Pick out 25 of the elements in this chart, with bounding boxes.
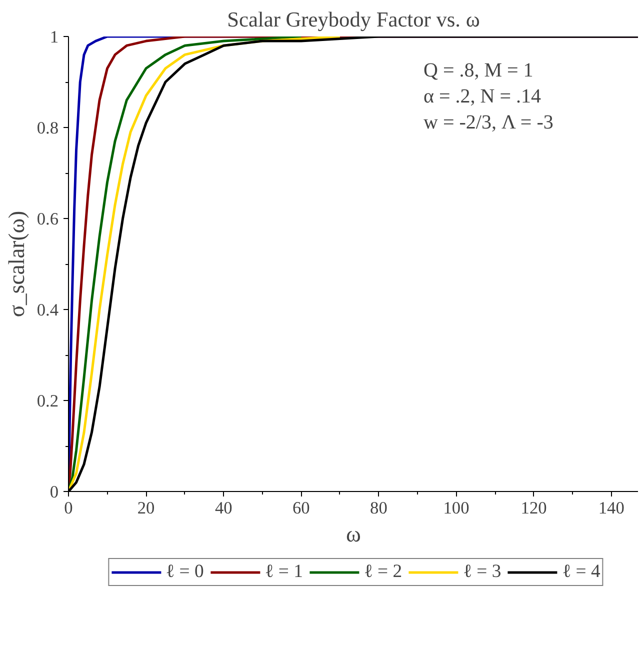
y-tick-label: 1 (50, 28, 59, 46)
annotation: w = -2/3, Λ = -3 (424, 112, 554, 134)
y-tick-label: 0 (50, 482, 59, 502)
legend-label: ℓ = 3 (463, 560, 502, 582)
y-tick-label: 0.6 (36, 210, 59, 228)
annotation: Q = .8, M = 1 (424, 60, 534, 82)
legend-label: ℓ = 1 (264, 560, 303, 582)
y-axis-title: σ_scalar(ω) (4, 210, 29, 318)
chart-title: Scalar Greybody Factor vs. ω (227, 8, 480, 32)
x-tick-label: 20 (137, 498, 155, 518)
legend-label: ℓ = 2 (364, 560, 402, 582)
y-tick-label: 0.4 (36, 300, 59, 320)
x-tick-label: 0 (64, 498, 73, 518)
legend-label: ℓ = 4 (562, 560, 600, 582)
x-tick-label: 100 (443, 498, 470, 518)
x-axis-title: ω (346, 522, 362, 546)
x-tick-label: 80 (370, 498, 388, 518)
x-tick-label: 140 (598, 498, 624, 518)
y-tick-label: 0.2 (36, 392, 59, 410)
annotation: α = .2, N = .14 (424, 86, 541, 108)
y-tick-label: 0.8 (36, 118, 59, 138)
x-tick-label: 60 (292, 498, 310, 518)
x-tick-label: 120 (520, 498, 547, 518)
legend-label: ℓ = 0 (166, 560, 204, 582)
x-tick-label: 40 (214, 498, 232, 518)
